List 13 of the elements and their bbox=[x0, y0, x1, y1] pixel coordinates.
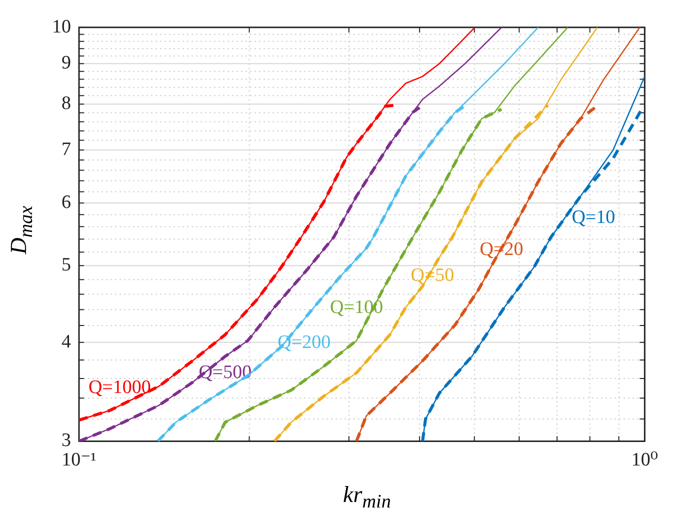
y-tick-label: 5 bbox=[62, 254, 71, 276]
y-tick-label: 6 bbox=[62, 192, 71, 213]
series-label: Q=1000 bbox=[88, 377, 151, 398]
y-tick-label: 3 bbox=[62, 430, 71, 452]
x-axis-title: kr$_{min}$ bbox=[342, 482, 392, 514]
series-label: Q=10 bbox=[572, 207, 616, 228]
y-tick-label: 7 bbox=[62, 138, 71, 160]
x-tick-label: 10⁰ bbox=[631, 450, 658, 471]
y-tick-label: 10 bbox=[52, 16, 71, 38]
y-tick-label: 4 bbox=[62, 331, 72, 352]
x-tick-label: 10⁻¹ bbox=[62, 450, 97, 471]
y-tick-label: 9 bbox=[62, 52, 71, 74]
y-tick-label: 8 bbox=[62, 93, 71, 114]
